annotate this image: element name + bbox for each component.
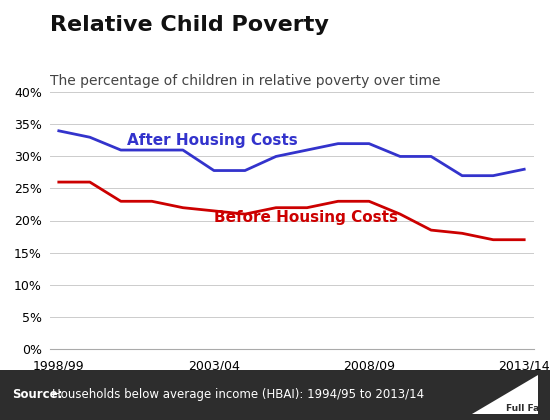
Text: The percentage of children in relative poverty over time: The percentage of children in relative p… — [50, 74, 440, 87]
Text: Relative Child Poverty: Relative Child Poverty — [50, 15, 328, 35]
Text: Before Housing Costs: Before Housing Costs — [214, 210, 398, 225]
Polygon shape — [472, 375, 538, 414]
Text: Full Fact: Full Fact — [506, 404, 549, 413]
Text: Households below average income (HBAI): 1994/95 to 2013/14: Households below average income (HBAI): … — [52, 388, 425, 401]
Text: Source:: Source: — [12, 388, 63, 401]
Text: After Housing Costs: After Housing Costs — [127, 133, 298, 148]
